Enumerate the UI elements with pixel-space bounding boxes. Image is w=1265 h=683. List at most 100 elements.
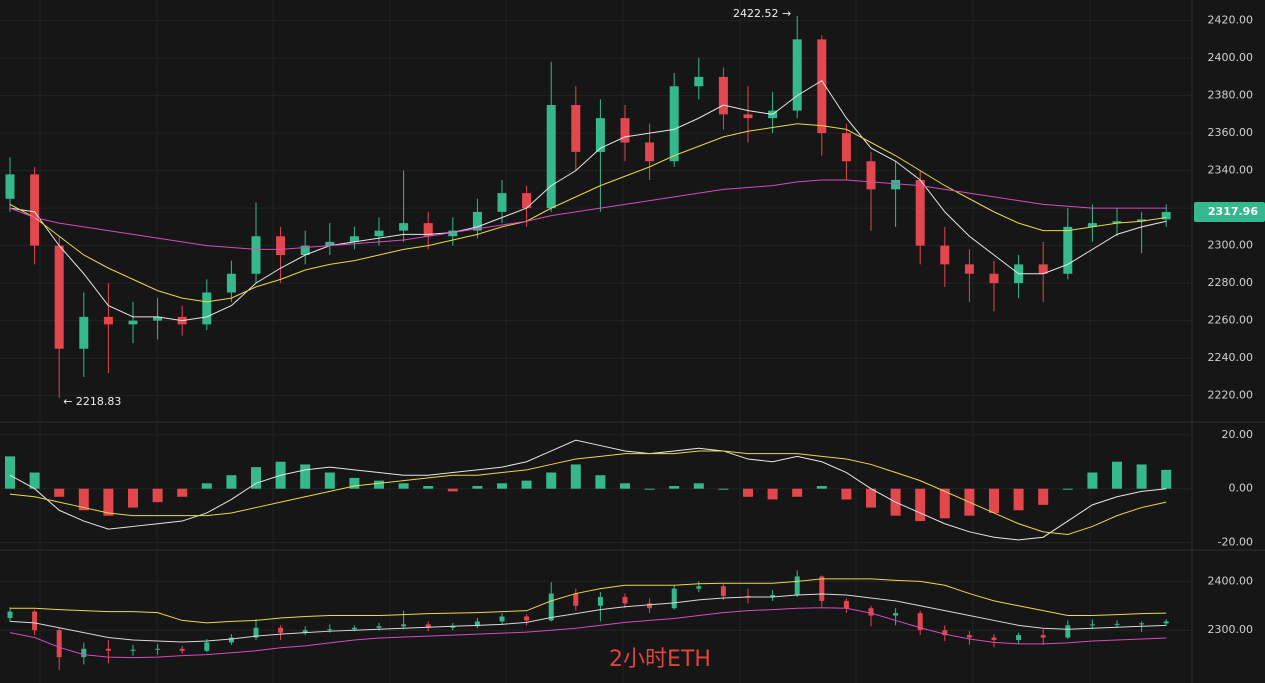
candle-body <box>204 642 210 651</box>
histogram-bar <box>718 488 729 490</box>
candle-body <box>694 76 704 87</box>
y-tick-label: 0.00 <box>1229 482 1254 495</box>
candle-body <box>1065 625 1071 638</box>
y-tick-label: 2420.00 <box>1208 14 1254 27</box>
y-tick-label: 2260.00 <box>1208 314 1254 327</box>
high-label: 2422.52 → <box>733 7 791 20</box>
histogram-bar <box>693 483 704 489</box>
histogram-bar <box>866 488 876 508</box>
candle-body <box>105 648 111 651</box>
y-tick-label: 2300.00 <box>1208 623 1254 636</box>
candle-body <box>497 193 507 212</box>
histogram-bar <box>103 488 114 516</box>
candle-body <box>696 586 702 589</box>
candle-body <box>964 264 974 274</box>
last-price-label: 2317.96 <box>1208 205 1258 218</box>
indicator-line <box>10 578 1167 624</box>
candle-body <box>620 118 630 143</box>
candle-body <box>940 245 950 265</box>
candle-body <box>103 316 113 325</box>
candle-body <box>893 613 899 616</box>
candle-body <box>546 105 556 209</box>
y-tick-label: 2220.00 <box>1208 389 1254 402</box>
candle-body <box>720 586 726 596</box>
candle-body <box>130 649 136 651</box>
candle-body <box>843 600 849 609</box>
candle-body <box>573 593 579 606</box>
y-tick-label: 20.00 <box>1222 428 1254 441</box>
candle-body <box>1161 211 1171 220</box>
histogram-bar <box>251 467 261 489</box>
histogram-bar <box>152 488 163 503</box>
candle-body <box>448 230 458 237</box>
y-tick-label: 2400.00 <box>1208 51 1254 64</box>
histogram-bar <box>447 488 458 492</box>
candle-body <box>474 621 480 627</box>
candle-body <box>401 624 407 627</box>
candle-body <box>425 624 431 628</box>
low-label: ← 2218.83 <box>63 395 121 408</box>
candle-body <box>155 648 161 650</box>
candle-body <box>989 273 999 284</box>
candle-body <box>128 320 138 325</box>
indicator-line <box>9 79 1167 322</box>
candle-body <box>770 595 776 597</box>
candle-body <box>792 39 802 111</box>
histogram-bar <box>128 488 138 508</box>
indicator-line <box>9 450 1167 536</box>
candle-body <box>472 211 482 231</box>
histogram-bar <box>816 486 827 489</box>
histogram-bar <box>570 464 581 489</box>
candle-body <box>302 630 308 633</box>
y-tick-label: 2280.00 <box>1208 276 1254 289</box>
candle-body <box>300 245 310 255</box>
indicator-line <box>9 439 1167 541</box>
candle-body <box>349 236 359 242</box>
candle-body <box>253 627 259 638</box>
histogram-bar <box>54 488 65 497</box>
histogram-bar <box>29 472 40 489</box>
candle-body <box>522 193 532 209</box>
candle-body <box>423 223 433 237</box>
histogram-bar <box>201 483 212 489</box>
candle-body <box>595 118 605 152</box>
histogram-bar <box>374 480 384 489</box>
candle-body <box>32 611 38 631</box>
candle-body <box>153 316 163 321</box>
candle-body <box>30 174 40 246</box>
histogram-bar <box>1062 488 1073 490</box>
candle-body <box>325 241 335 246</box>
histogram-bar <box>939 488 950 519</box>
histogram-bar <box>546 472 557 489</box>
histogram-bar <box>521 480 532 489</box>
histogram-bar <box>792 488 803 497</box>
candle-body <box>915 180 925 246</box>
histogram-bar <box>669 486 680 489</box>
histogram-bar <box>324 472 335 489</box>
candle-body <box>991 637 997 640</box>
candle-body <box>841 133 851 162</box>
candle-body <box>1163 621 1169 624</box>
histogram-bar <box>743 488 753 497</box>
candle-body <box>1016 635 1022 640</box>
histogram-bar <box>349 477 360 489</box>
candle-body <box>917 613 923 631</box>
histogram-bar <box>177 488 188 497</box>
candle-body <box>79 316 89 349</box>
histogram-bar <box>915 488 926 522</box>
candle-body <box>1087 223 1097 227</box>
candle-body <box>399 223 409 231</box>
histogram-bar <box>497 483 507 489</box>
candle-body <box>202 292 212 325</box>
histogram-bar <box>300 464 311 489</box>
y-tick-label: 2400.00 <box>1208 574 1254 587</box>
y-tick-label: 2360.00 <box>1208 126 1254 139</box>
candle-body <box>794 576 800 596</box>
histogram-bar <box>1161 469 1172 489</box>
candle-body <box>228 637 234 643</box>
histogram-bar <box>620 483 630 489</box>
histogram-bar <box>78 488 89 511</box>
candle-body <box>1137 219 1147 222</box>
